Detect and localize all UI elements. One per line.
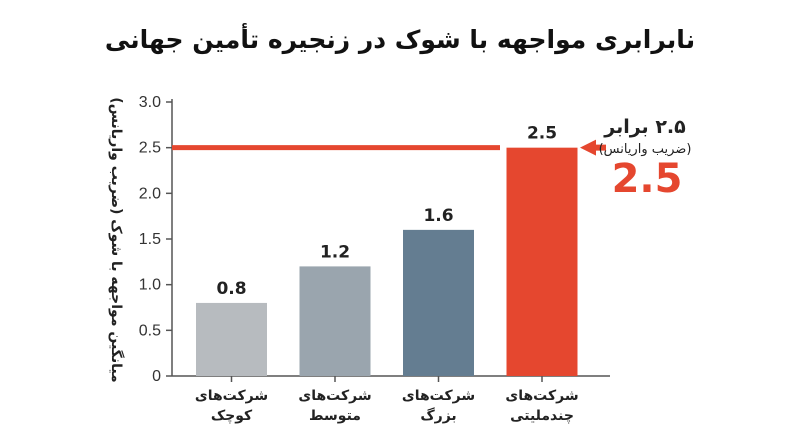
bar-value-label: 0.8 [216,279,246,299]
bars [196,147,578,376]
y-tick-label: 0 [152,368,161,385]
category-label: چندملیتی [510,408,574,424]
bar-value-label: 1.2 [320,242,350,262]
chart-title: نابرابری مواجهه با شوک در زنجیره تأمین ج… [105,23,695,55]
category-label: کوچک [211,408,253,424]
bar-value-label: 2.5 [527,124,557,144]
category-label: شرکت‌های [402,388,475,404]
annotation-big-value: 2.5 [612,156,683,202]
y-tick-label: 1.0 [139,277,161,294]
bar-small-companies [196,302,267,376]
y-tick-label: 2.0 [139,185,161,202]
category-label: شرکت‌های [298,388,371,404]
annotation-subtitle: (ضریب واریانس) [599,142,692,157]
category-label: شرکت‌های [195,388,268,404]
y-tick-label: 0.5 [139,322,161,339]
y-tick-label: 3.0 [139,94,161,111]
bar-value-label: 1.6 [423,206,453,226]
data-labels: 0.8 1.2 1.6 2.5 [216,124,557,299]
bar-multinational-companies [506,147,578,376]
y-tick-label: 2.5 [139,140,161,157]
bar-medium-companies [299,266,371,376]
y-tick-label: 1.5 [139,231,161,248]
annotation-arrow-icon [580,139,606,156]
y-ticks: 0 0.5 1.0 1.5 2.0 2.5 3.0 [139,94,172,385]
category-label: بزرگ [420,407,456,424]
category-label: شرکت‌های [505,388,578,404]
annotation-multiplier: ۲.۵ برابر [603,116,686,138]
category-labels: شرکت‌های کوچک شرکت‌های متوسط شرکت‌های بزرگ شرک… [195,376,579,424]
y-axis-label: میانگین مواجهه با شوک (ضریب واریانس) [108,97,125,382]
category-label: متوسط [309,408,361,424]
bar-large-companies [403,229,474,376]
annotation: ۲.۵ برابر (ضریب واریانس) 2.5 [580,116,691,202]
